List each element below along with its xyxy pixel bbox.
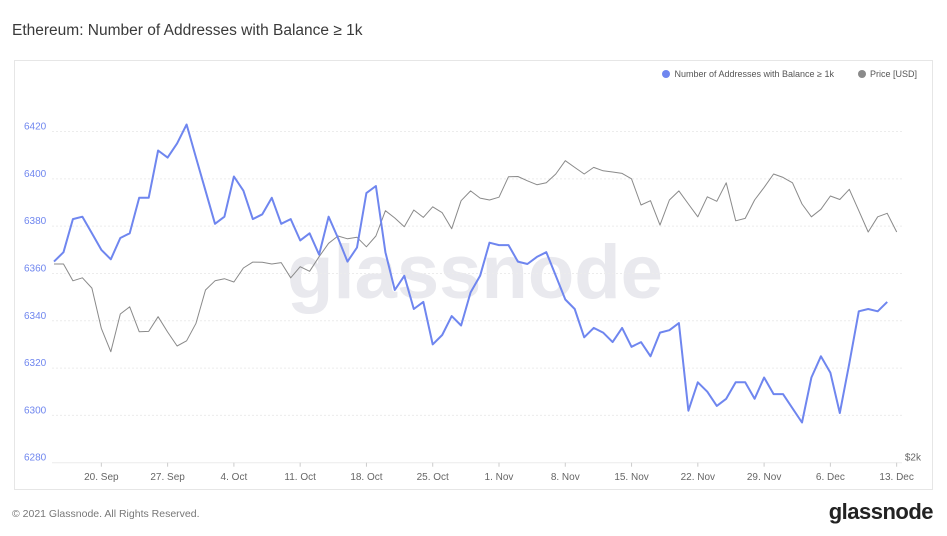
x-tick-label: 6. Dec xyxy=(816,472,845,483)
legend: Number of Addresses with Balance ≥ 1k Pr… xyxy=(662,69,917,79)
y-tick-label: 6340 xyxy=(24,311,47,322)
chart-title: Ethereum: Number of Addresses with Balan… xyxy=(12,22,363,39)
legend-item-price[interactable]: Price [USD] xyxy=(857,69,917,79)
x-tick-label: 8. Nov xyxy=(551,472,580,483)
chart-card xyxy=(14,60,933,490)
x-tick-label: 1. Nov xyxy=(485,472,514,483)
x-tick-label: 15. Nov xyxy=(614,472,648,483)
watermark: glassnode xyxy=(287,230,663,315)
x-tick-label: 29. Nov xyxy=(747,472,781,483)
y-tick-label: 6360 xyxy=(24,263,47,274)
x-tick-label: 25. Oct xyxy=(417,472,449,483)
y-tick-label: 6320 xyxy=(24,358,47,369)
x-tick-label: 13. Dec xyxy=(879,472,913,483)
y-tick-label: 6400 xyxy=(24,169,47,180)
x-tick-label: 18. Oct xyxy=(350,472,382,483)
legend-dot-icon xyxy=(857,70,866,78)
y-tick-label: 6280 xyxy=(24,453,47,464)
x-tick-label: 4. Oct xyxy=(221,472,248,483)
glassnode-logo: glassnode xyxy=(828,499,934,524)
y-tick-label: 6300 xyxy=(24,405,47,416)
legend-dot-icon xyxy=(662,70,671,78)
y-tick-label: 6420 xyxy=(24,122,47,133)
copyright-footer: © 2021 Glassnode. All Rights Reserved. xyxy=(12,508,200,520)
y-tick-label: 6380 xyxy=(24,216,47,227)
addresses-series-line xyxy=(53,123,888,424)
legend-label: Price [USD] xyxy=(869,69,917,79)
x-tick-label: 20. Sep xyxy=(84,472,119,483)
price-series-line xyxy=(54,160,898,353)
x-tick-label: 11. Oct xyxy=(284,472,316,483)
legend-item-addresses[interactable]: Number of Addresses with Balance ≥ 1k xyxy=(662,69,834,79)
x-tick-label: 22. Nov xyxy=(681,472,715,483)
x-tick-label: 27. Sep xyxy=(150,472,185,483)
legend-label: Number of Addresses with Balance ≥ 1k xyxy=(674,69,834,79)
right-y-tick-label: $2k xyxy=(905,453,922,464)
